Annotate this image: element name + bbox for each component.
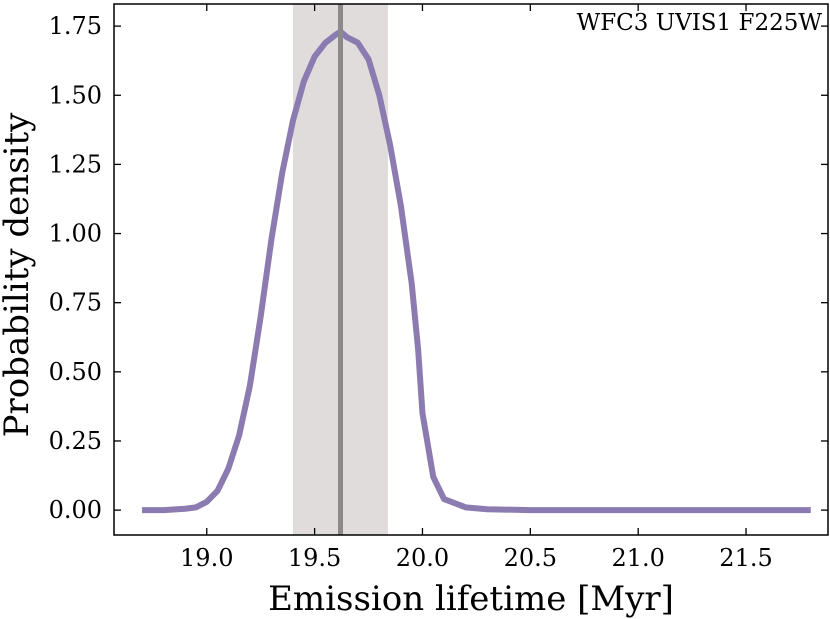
y-tick-label: 0.75 [49, 289, 102, 317]
series-line-0 [142, 28, 811, 514]
x-tick-label: 21.0 [611, 544, 664, 572]
chart-annotation: WFC3 UVIS1 F225W [577, 10, 823, 36]
x-tick-label: 19.0 [180, 544, 233, 572]
y-tick-label: 0.50 [49, 358, 102, 386]
y-tick-label: 0.25 [49, 427, 102, 455]
y-tick-label: 1.25 [49, 150, 102, 178]
x-axis-label: Emission lifetime [Myr] [268, 579, 674, 619]
x-tick-label: 21.5 [719, 544, 772, 572]
plot-frame [113, 3, 829, 536]
y-tick-label: 0.00 [49, 496, 102, 524]
y-axis-label: Probability density [0, 112, 37, 437]
x-tick-label: 20.0 [396, 544, 449, 572]
x-tick-label: 20.5 [504, 544, 557, 572]
y-tick-label: 1.50 [49, 81, 102, 109]
x-tick-label: 19.5 [288, 544, 341, 572]
y-tick-label: 1.00 [49, 220, 102, 248]
y-tick-label: 1.75 [49, 12, 102, 40]
